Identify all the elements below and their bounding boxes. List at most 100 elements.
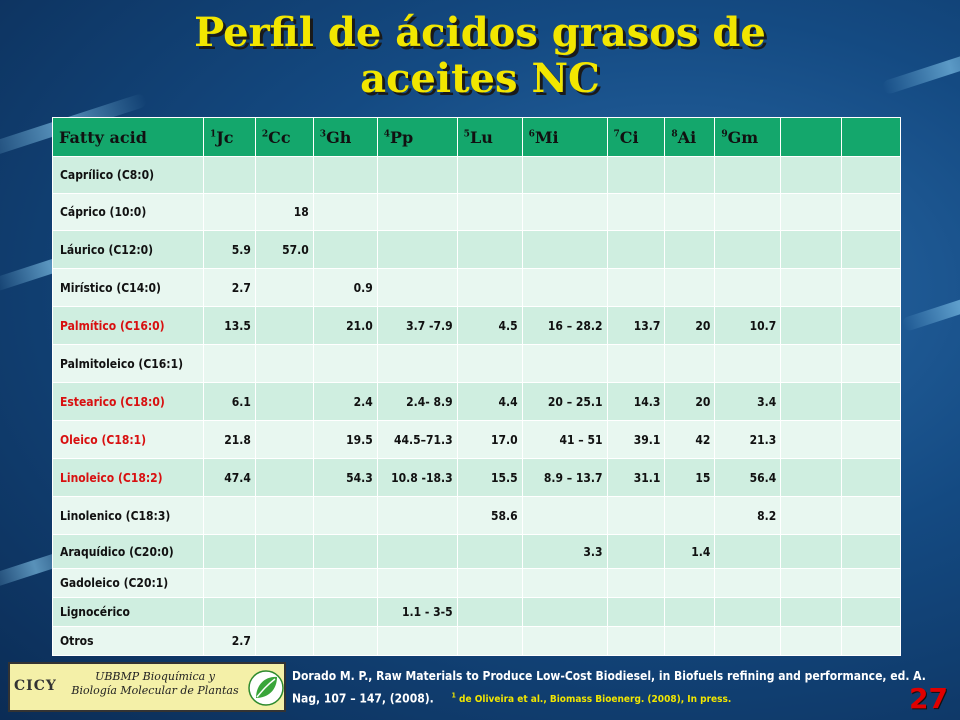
table-cell bbox=[254, 156, 314, 194]
table-cell: 13.7 bbox=[606, 306, 666, 345]
reference-main: Dorado M. P., Raw Materials to Produce L… bbox=[292, 669, 926, 706]
table-cell bbox=[202, 193, 256, 231]
table-cell bbox=[664, 156, 716, 194]
table-cell bbox=[254, 268, 314, 307]
table-cell bbox=[456, 534, 523, 569]
table-cell: 20 bbox=[664, 306, 716, 345]
fatty-acid-name: Estearico (C18:0) bbox=[52, 382, 204, 421]
table-cell bbox=[312, 626, 378, 656]
table-cell bbox=[606, 496, 666, 535]
table-row: Cáprico (10:0) 18 bbox=[52, 193, 901, 231]
table-cell bbox=[780, 156, 843, 194]
table-cell bbox=[456, 597, 523, 627]
table-cell bbox=[841, 268, 901, 307]
table-cell bbox=[780, 597, 843, 627]
table-row: Araquídico (C20:0) 3.3 1.4 bbox=[52, 534, 901, 569]
table-cell bbox=[841, 382, 901, 421]
table-cell bbox=[841, 193, 901, 231]
table-cell bbox=[714, 597, 782, 627]
table-cell: 47.4 bbox=[202, 458, 256, 497]
fatty-acid-name: Caprílico (C8:0) bbox=[52, 156, 204, 194]
table-cell bbox=[254, 534, 314, 569]
table-cell bbox=[714, 268, 782, 307]
table-cell bbox=[841, 156, 901, 194]
table-cell bbox=[376, 268, 458, 307]
table-cell bbox=[521, 496, 608, 535]
table-cell bbox=[780, 230, 843, 269]
table-cell bbox=[312, 568, 378, 598]
table-cell: 16 – 28.2 bbox=[521, 306, 608, 345]
table-cell: 21.8 bbox=[202, 420, 256, 459]
table-cell bbox=[202, 156, 256, 194]
table-cell: 6.1 bbox=[202, 382, 256, 421]
table-cell bbox=[780, 193, 843, 231]
column-header-label: Fatty acid bbox=[59, 127, 147, 147]
table-cell bbox=[254, 382, 314, 421]
table-header-row: Fatty acid 1Jc 2Cc 3Gh 4Pp 5Lu 6Mi 7Ci 8Ai 9Gm bbox=[52, 117, 901, 157]
table-cell bbox=[780, 568, 843, 598]
table-cell bbox=[202, 568, 256, 598]
table-cell: 14.3 bbox=[606, 382, 666, 421]
table-cell bbox=[664, 626, 716, 656]
table-body: Caprílico (C8:0) Cáprico (10:0) 18 Láurico … bbox=[52, 156, 901, 656]
table-cell: 3.4 bbox=[714, 382, 782, 421]
table-row: Estearico (C18:0) 6.1 2.4 2.4- 8.9 4.4 20 – 2… bbox=[52, 382, 901, 421]
column-header: 1Jc bbox=[202, 117, 256, 157]
table-cell bbox=[254, 597, 314, 627]
table-cell: 17.0 bbox=[456, 420, 523, 459]
table-cell bbox=[664, 193, 716, 231]
table-cell bbox=[202, 534, 256, 569]
table-cell bbox=[780, 306, 843, 345]
slide-title: Perfil de ácidos grasos de aceites NC bbox=[0, 10, 960, 102]
column-header: 8Ai bbox=[664, 117, 716, 157]
table-cell: 20 – 25.1 bbox=[521, 382, 608, 421]
table-cell bbox=[606, 156, 666, 194]
column-header-label: Ai bbox=[677, 127, 697, 147]
column-header: Fatty acid bbox=[52, 117, 204, 157]
lab-name-line-1: UBBMP Bioquímica y bbox=[95, 670, 215, 683]
table-cell bbox=[254, 626, 314, 656]
column-header bbox=[841, 117, 901, 157]
column-header: 6Mi bbox=[521, 117, 608, 157]
table-row: Otros 2.7 bbox=[52, 626, 901, 656]
table-cell bbox=[714, 534, 782, 569]
table-cell bbox=[312, 193, 378, 231]
table-cell bbox=[780, 344, 843, 383]
table-cell bbox=[780, 626, 843, 656]
table-cell bbox=[780, 458, 843, 497]
table-cell: 5.9 bbox=[202, 230, 256, 269]
column-header-label: Ci bbox=[619, 127, 639, 147]
table-cell bbox=[521, 568, 608, 598]
lab-name: UBBMP Bioquímica y Biología Molecular de… bbox=[60, 670, 250, 698]
column-header-sup: 5 bbox=[463, 129, 470, 140]
column-header-sup: 7 bbox=[613, 129, 620, 140]
table-cell: 56.4 bbox=[714, 458, 782, 497]
table-row: Oleico (C18:1) 21.8 19.5 44.5–71.3 17.0 41 – … bbox=[52, 420, 901, 459]
table-cell bbox=[312, 534, 378, 569]
table-cell bbox=[714, 344, 782, 383]
table-cell bbox=[254, 420, 314, 459]
table-cell bbox=[664, 568, 716, 598]
table-row: Palmítico (C16:0) 13.5 21.0 3.7 -7.9 4.5 16 –… bbox=[52, 306, 901, 345]
table-cell: 3.7 -7.9 bbox=[376, 306, 458, 345]
fatty-acid-name: Linolenico (C18:3) bbox=[52, 496, 204, 535]
column-header-label: Gh bbox=[326, 127, 352, 147]
table-cell: 31.1 bbox=[606, 458, 666, 497]
table-cell bbox=[376, 230, 458, 269]
fatty-acid-name: Araquídico (C20:0) bbox=[52, 534, 204, 569]
column-header: 9Gm bbox=[714, 117, 782, 157]
table-row: Gadoleico (C20:1) bbox=[52, 568, 901, 598]
table-cell bbox=[456, 230, 523, 269]
table-cell: 10.8 -18.3 bbox=[376, 458, 458, 497]
table-cell bbox=[376, 156, 458, 194]
table-cell bbox=[606, 268, 666, 307]
table-cell bbox=[664, 597, 716, 627]
table-cell bbox=[376, 496, 458, 535]
table-cell bbox=[254, 568, 314, 598]
column-header-label: Cc bbox=[268, 127, 291, 147]
table-cell: 8.2 bbox=[714, 496, 782, 535]
table-cell bbox=[521, 193, 608, 231]
table-cell bbox=[254, 496, 314, 535]
column-header-sup: 1 bbox=[209, 129, 217, 140]
table-cell bbox=[376, 626, 458, 656]
